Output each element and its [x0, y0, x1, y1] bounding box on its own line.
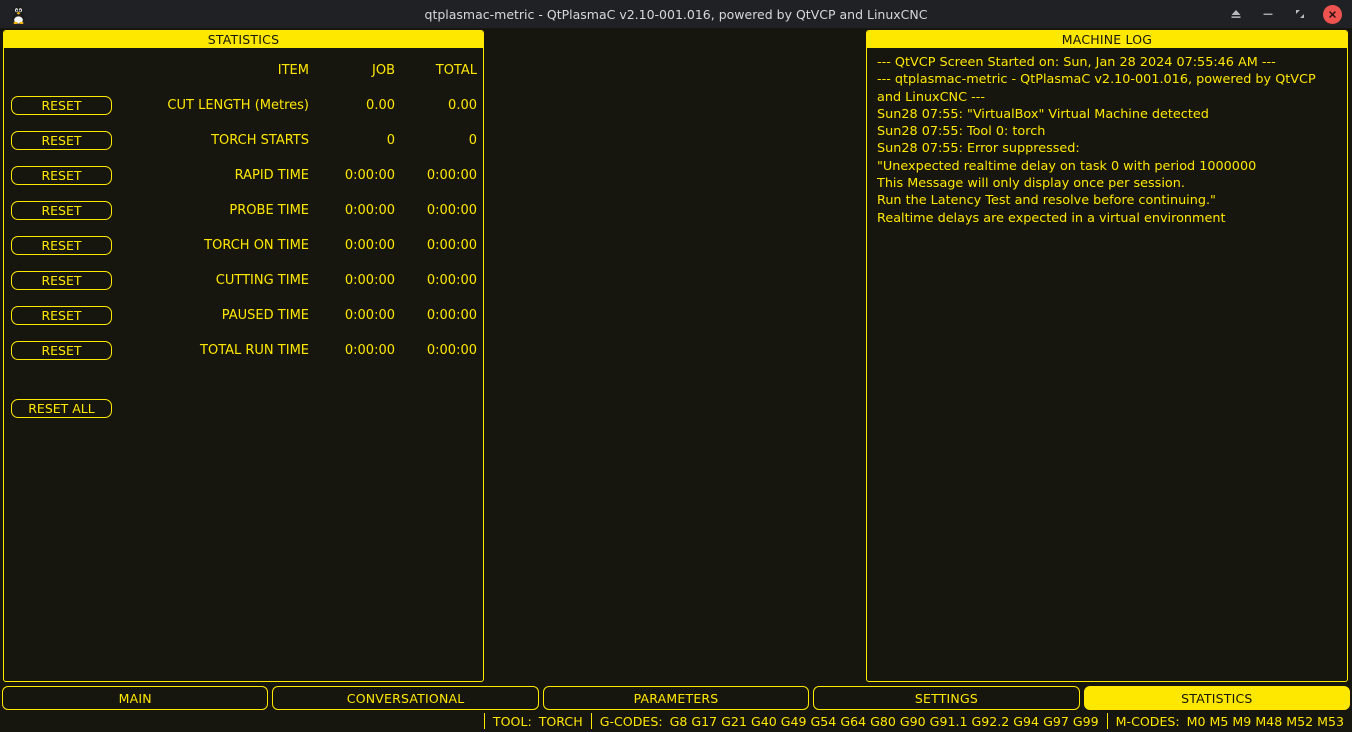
reset-cell: RESET	[4, 306, 124, 325]
column-header-item: ITEM	[277, 62, 309, 78]
reset-all-cell: RESET ALL	[4, 399, 483, 418]
mcodes-value: M0 M5 M9 M48 M52 M53	[1186, 713, 1344, 729]
status-mcodes: M-CODES: M0 M5 M9 M48 M52 M53	[1116, 714, 1344, 729]
row-total-value: 0.00	[448, 98, 477, 113]
reset-cell: RESET	[4, 166, 124, 185]
row-item-label: TORCH STARTS	[211, 133, 309, 148]
gcodes-value: G8 G17 G21 G40 G49 G54 G64 G80 G90 G91.1…	[669, 713, 1099, 729]
status-divider	[483, 713, 485, 729]
status-bar: TOOL: TORCH G-CODES: G8 G17 G21 G40 G49 …	[0, 710, 1352, 732]
row-item-label: CUTTING TIME	[215, 273, 309, 288]
reset-all-button[interactable]: RESET ALL	[11, 399, 112, 418]
statistics-panel-title: STATISTICS	[4, 31, 483, 48]
reset-button[interactable]: RESET	[11, 131, 112, 150]
mcodes-label: M-CODES:	[1115, 713, 1180, 729]
reset-button[interactable]: RESET	[11, 166, 112, 185]
reset-button[interactable]: RESET	[11, 96, 112, 115]
row-total-value: 0:00:00	[426, 308, 477, 323]
reset-cell: RESET	[4, 341, 124, 360]
maximize-restore-icon[interactable]	[1285, 0, 1315, 28]
reset-button[interactable]: RESET	[11, 306, 112, 325]
tab-statistics[interactable]: STATISTICS	[1083, 686, 1351, 710]
row-job-value: 0:00:00	[344, 308, 395, 323]
statistics-table: ITEM JOB TOTAL RESET CUT LENGTH (Metres)…	[4, 48, 483, 418]
reset-button[interactable]: RESET	[11, 341, 112, 360]
table-row: RESET RAPID TIME 0:00:00 0:00:00	[4, 158, 483, 193]
row-item-label: TOTAL RUN TIME	[200, 343, 309, 358]
tux-linux-icon	[4, 0, 32, 28]
row-job-value: 0:00:00	[344, 343, 395, 358]
row-item-label: PAUSED TIME	[221, 308, 309, 323]
table-row: RESET TORCH STARTS 0 0	[4, 123, 483, 158]
row-item-label: CUT LENGTH (Metres)	[167, 98, 309, 113]
tool-label: TOOL:	[492, 713, 532, 729]
table-row: RESET PAUSED TIME 0:00:00 0:00:00	[4, 298, 483, 333]
statistics-panel: STATISTICS ITEM JOB TOTAL RESET CUT LENG…	[3, 30, 484, 682]
row-total-value: 0:00:00	[426, 168, 477, 183]
tab-settings[interactable]: SETTINGS	[813, 686, 1080, 710]
table-row: RESET TOTAL RUN TIME 0:00:00 0:00:00	[4, 333, 483, 368]
reset-cell: RESET	[4, 96, 124, 115]
row-total-value: 0:00:00	[426, 343, 477, 358]
row-total-value: 0:00:00	[426, 273, 477, 288]
tab-conversational[interactable]: CONVERSATIONAL	[272, 686, 539, 710]
row-job-value: 0.00	[366, 98, 395, 113]
table-row: RESET PROBE TIME 0:00:00 0:00:00	[4, 193, 483, 228]
row-item-label: PROBE TIME	[229, 203, 309, 218]
reset-button[interactable]: RESET	[11, 236, 112, 255]
status-divider	[590, 713, 592, 729]
column-header-total: TOTAL	[435, 62, 477, 78]
title-bar: qtplasmac-metric - QtPlasmaC v2.10-001.0…	[0, 0, 1352, 28]
reset-cell: RESET	[4, 236, 124, 255]
table-row: RESET CUTTING TIME 0:00:00 0:00:00	[4, 263, 483, 298]
row-total-value: 0:00:00	[426, 203, 477, 218]
tool-value: TORCH	[538, 713, 583, 729]
machine-log-panel-title: MACHINE LOG	[867, 31, 1347, 48]
tab-bar: MAIN CONVERSATIONAL PARAMETERS SETTINGS …	[2, 686, 1351, 710]
window-controls	[1221, 0, 1346, 28]
window-title: qtplasmac-metric - QtPlasmaC v2.10-001.0…	[424, 6, 928, 22]
row-total-value: 0	[468, 133, 477, 148]
row-job-value: 0:00:00	[344, 168, 395, 183]
status-gcodes: G-CODES: G8 G17 G21 G40 G49 G54 G64 G80 …	[600, 714, 1099, 729]
tab-parameters[interactable]: PARAMETERS	[542, 686, 810, 710]
row-job-value: 0	[386, 133, 395, 148]
status-tool: TOOL: TORCH	[493, 714, 583, 729]
table-header-row: ITEM JOB TOTAL	[4, 53, 483, 88]
machine-log-panel: MACHINE LOG --- QtVCP Screen Started on:…	[866, 30, 1348, 682]
row-item-label: RAPID TIME	[234, 168, 309, 183]
reset-button[interactable]: RESET	[11, 271, 112, 290]
gcodes-label: G-CODES:	[599, 713, 663, 729]
row-job-value: 0:00:00	[344, 273, 395, 288]
table-row: RESET TORCH ON TIME 0:00:00 0:00:00	[4, 228, 483, 263]
reset-cell: RESET	[4, 271, 124, 290]
close-icon[interactable]	[1323, 4, 1342, 24]
minimize-icon[interactable]	[1253, 0, 1283, 28]
tab-main[interactable]: MAIN	[2, 686, 269, 710]
reset-button[interactable]: RESET	[11, 201, 112, 220]
table-row: RESET CUT LENGTH (Metres) 0.00 0.00	[4, 88, 483, 123]
column-header-job: JOB	[372, 62, 395, 78]
row-job-value: 0:00:00	[344, 238, 395, 253]
status-divider	[1106, 713, 1108, 729]
eject-icon[interactable]	[1221, 0, 1251, 28]
reset-cell: RESET	[4, 201, 124, 220]
row-total-value: 0:00:00	[426, 238, 477, 253]
machine-log-text[interactable]: --- QtVCP Screen Started on: Sun, Jan 28…	[877, 55, 1316, 226]
reset-cell: RESET	[4, 131, 124, 150]
row-item-label: TORCH ON TIME	[204, 238, 309, 253]
row-job-value: 0:00:00	[344, 203, 395, 218]
